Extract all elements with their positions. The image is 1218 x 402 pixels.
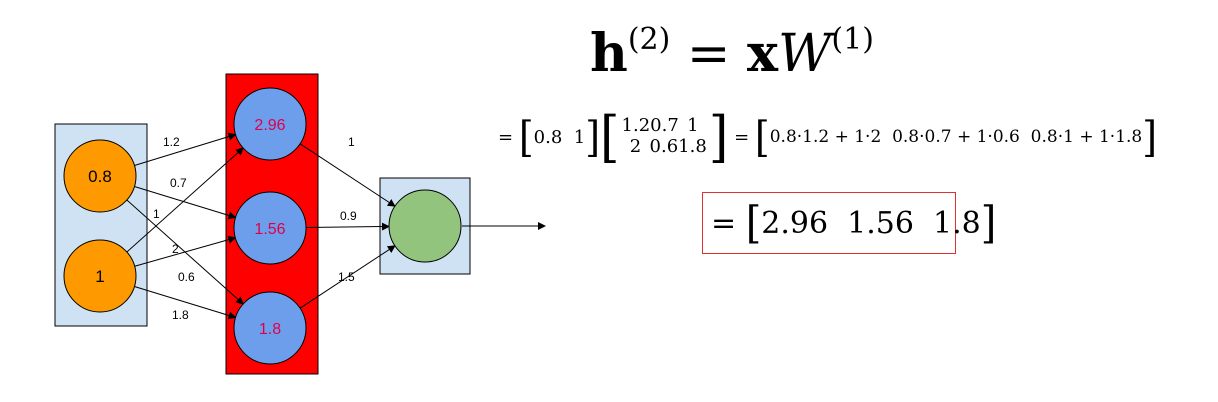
w-superscript: (1) [831,22,874,57]
hidden-node [233,291,307,365]
bracket-left-icon: [ [754,112,770,162]
h-symbol: h [590,23,628,84]
weight-label: 1 [348,135,355,149]
x-symbol: x [746,23,778,84]
result-box: = [ 2.96 1.56 1.8 ] [702,192,996,254]
equals-sign: = [498,126,514,148]
equation-title: h(2) = xW(1) [590,22,874,84]
neural-network-diagram: 1.2 0.7 1 2 0.6 1.8 1 0.9 1.5 0.8 1 2.96… [54,73,546,375]
connection-arrow [134,186,237,220]
hidden-node [233,87,307,161]
connection-arrow [299,143,396,207]
weight-label: 1.8 [172,308,189,322]
result-vector: 2.96 1.56 1.8 [761,205,981,241]
input-node-label: 1 [95,267,104,286]
output-node [388,189,462,263]
matrix-cell: 1 [687,115,699,137]
input-node [63,139,137,213]
connection-arrow [305,222,391,231]
weight-matrix: 1.20.7 1 2 0.61.8 [622,116,707,157]
equals-sign: = [734,126,750,148]
connection-arrow [299,245,396,309]
hidden-node-label: 2.96 [254,117,285,134]
weight-label: 0.7 [170,176,187,190]
weight-label: 1 [153,207,160,221]
equation-expansion: = [ 0.8 1 ] [ 1.20.7 1 2 0.61.8 ] = [ 0.8·… [498,105,1158,169]
bracket-right-icon: ] [1142,112,1158,162]
input-vector: 0.8 1 [533,126,586,148]
weight-label: 1.2 [163,135,180,149]
h-superscript: (2) [627,22,671,57]
weight-label: 0.9 [340,209,357,223]
matrix-cell: 1.8 [678,136,707,157]
bracket-left-icon: [ [745,197,762,249]
matrix-cell: 0.7 [650,115,679,137]
connection-arrow [134,286,237,320]
matrix-cell: 2 [629,136,642,157]
w-symbol: W [777,24,832,84]
equals-sign: = [686,24,731,84]
connection-arrow [134,235,237,267]
hidden-node [233,191,307,265]
hidden-node-label: 1.8 [259,321,281,338]
bracket-left-icon: [ [600,105,620,169]
connection-arrow [126,147,244,253]
bracket-right-icon: ] [585,112,601,162]
input-node [63,239,137,313]
matrix-cell: 0.6 [649,136,679,157]
bracket-right-icon: ] [708,105,729,169]
input-node-label: 0.8 [88,167,112,186]
weight-label: 0.6 [178,270,195,284]
weight-label: 1.5 [338,270,355,284]
matrix-cell: 1.2 [621,115,651,137]
weight-label: 2 [172,242,179,256]
equals-sign: = [711,205,737,241]
bracket-right-icon: ] [980,197,997,249]
bracket-left-icon: [ [518,112,534,162]
hidden-node-label: 1.56 [254,221,285,238]
expanded-product: 0.8·1.2 + 1·2 0.8·0.7 + 1·0.6 0.8·1 + 1·… [769,127,1143,147]
connection-arrow [134,132,237,166]
